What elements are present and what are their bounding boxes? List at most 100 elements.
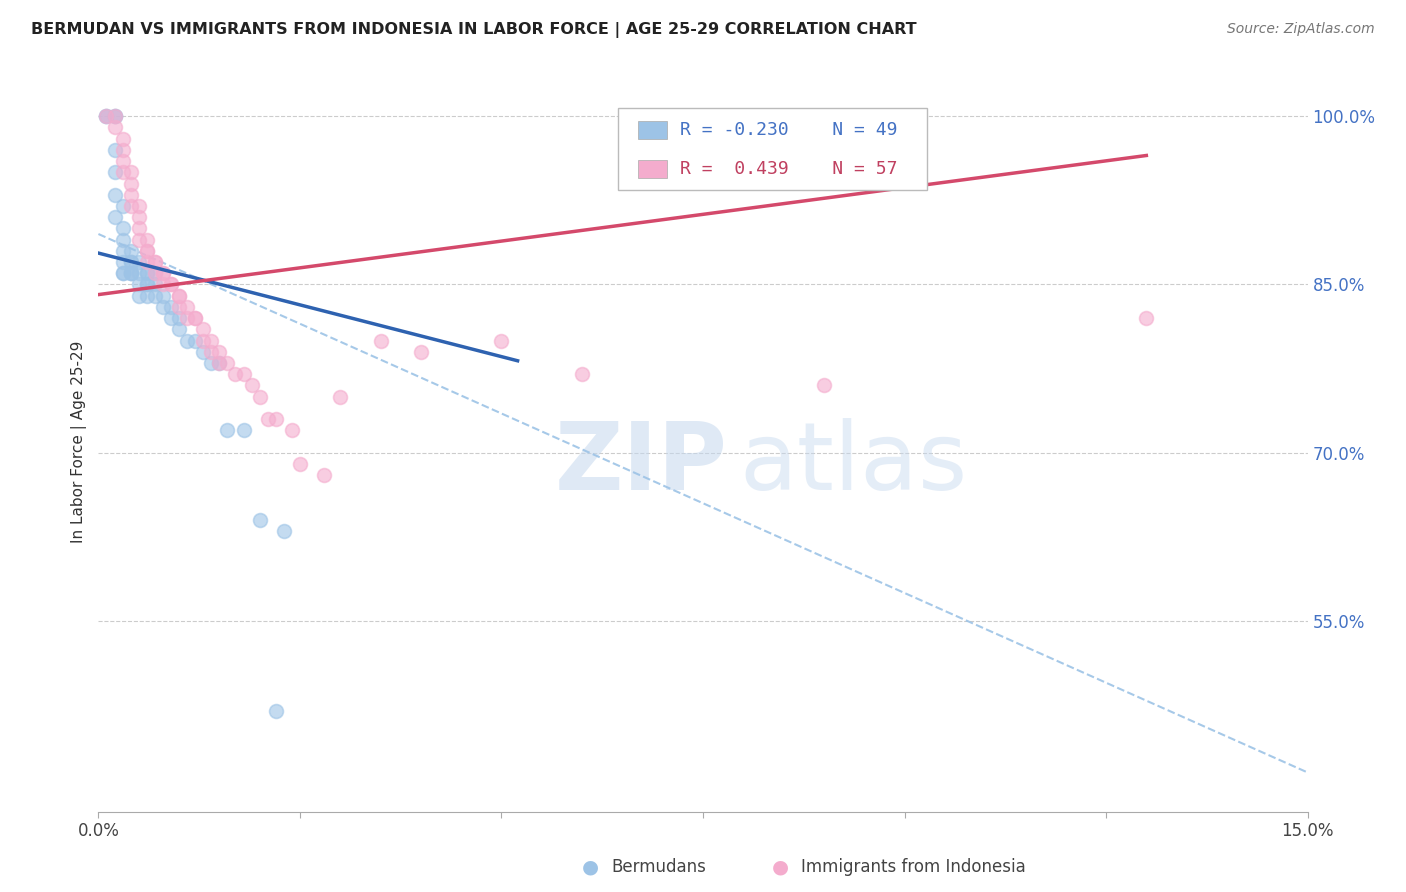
Point xyxy=(135,244,157,258)
Point xyxy=(135,266,157,280)
Point xyxy=(1135,311,1157,326)
Point xyxy=(224,368,246,382)
Point xyxy=(143,255,166,269)
Point xyxy=(128,233,150,247)
Point xyxy=(111,199,134,213)
Point xyxy=(111,244,134,258)
Point xyxy=(249,390,271,404)
Point xyxy=(120,266,142,280)
Point xyxy=(329,390,352,404)
Point xyxy=(120,255,142,269)
Point xyxy=(167,289,190,303)
Point xyxy=(200,334,222,348)
Point xyxy=(143,266,166,280)
Point xyxy=(240,378,263,392)
Point xyxy=(232,423,254,437)
Point xyxy=(103,109,125,123)
Y-axis label: In Labor Force | Age 25-29: In Labor Force | Age 25-29 xyxy=(72,341,87,542)
Text: ZIP: ZIP xyxy=(554,417,727,509)
Point xyxy=(111,255,134,269)
Point xyxy=(128,266,150,280)
Point xyxy=(120,199,142,213)
Point xyxy=(200,344,222,359)
Point xyxy=(160,277,183,292)
Point xyxy=(217,423,239,437)
Point xyxy=(208,344,231,359)
Point xyxy=(120,255,142,269)
Point xyxy=(135,266,157,280)
Text: ●: ● xyxy=(772,857,789,877)
Point xyxy=(103,210,125,224)
Point xyxy=(111,221,134,235)
Point xyxy=(103,165,125,179)
Text: R = -0.230    N = 49: R = -0.230 N = 49 xyxy=(681,120,897,139)
Point xyxy=(152,266,174,280)
Point xyxy=(103,109,125,123)
Point xyxy=(167,322,190,336)
Point xyxy=(111,165,134,179)
Point xyxy=(167,289,190,303)
Point xyxy=(143,277,166,292)
Point xyxy=(111,143,134,157)
Point xyxy=(264,704,287,718)
Point xyxy=(176,334,198,348)
Point xyxy=(111,131,134,145)
Point xyxy=(135,233,157,247)
Point xyxy=(120,187,142,202)
FancyBboxPatch shape xyxy=(638,121,666,139)
Point xyxy=(249,513,271,527)
Point xyxy=(256,412,278,426)
Point xyxy=(184,311,207,326)
Point xyxy=(208,356,231,370)
Text: ●: ● xyxy=(582,857,599,877)
Point xyxy=(176,300,198,314)
Point xyxy=(135,277,157,292)
Point xyxy=(200,356,222,370)
FancyBboxPatch shape xyxy=(619,109,927,190)
Point xyxy=(571,368,593,382)
Point xyxy=(208,356,231,370)
Point xyxy=(120,165,142,179)
Point xyxy=(152,300,174,314)
Point xyxy=(120,177,142,191)
Point xyxy=(193,334,215,348)
Point xyxy=(160,311,183,326)
Point xyxy=(128,289,150,303)
Point xyxy=(281,423,304,437)
Point xyxy=(120,266,142,280)
Point xyxy=(167,311,190,326)
Text: atlas: atlas xyxy=(740,417,967,509)
Point xyxy=(143,266,166,280)
Text: Immigrants from Indonesia: Immigrants from Indonesia xyxy=(801,858,1026,876)
Point xyxy=(152,277,174,292)
Point xyxy=(96,109,118,123)
Point xyxy=(143,289,166,303)
Point xyxy=(232,368,254,382)
Point xyxy=(370,334,392,348)
Point xyxy=(135,244,157,258)
Point xyxy=(193,322,215,336)
Point xyxy=(167,300,190,314)
Point xyxy=(103,143,125,157)
Point xyxy=(111,266,134,280)
Point xyxy=(193,344,215,359)
Point xyxy=(160,277,183,292)
Text: Bermudans: Bermudans xyxy=(612,858,706,876)
Point xyxy=(264,412,287,426)
Point xyxy=(128,221,150,235)
Point xyxy=(176,311,198,326)
Point xyxy=(135,289,157,303)
Point xyxy=(128,277,150,292)
Point xyxy=(103,187,125,202)
FancyBboxPatch shape xyxy=(638,161,666,178)
Point xyxy=(152,289,174,303)
Point xyxy=(103,120,125,135)
Point xyxy=(103,109,125,123)
Text: Source: ZipAtlas.com: Source: ZipAtlas.com xyxy=(1227,22,1375,37)
Point xyxy=(288,457,311,471)
Point xyxy=(184,311,207,326)
Point xyxy=(96,109,118,123)
Text: R =  0.439    N = 57: R = 0.439 N = 57 xyxy=(681,160,897,178)
Point xyxy=(152,266,174,280)
Point xyxy=(128,199,150,213)
